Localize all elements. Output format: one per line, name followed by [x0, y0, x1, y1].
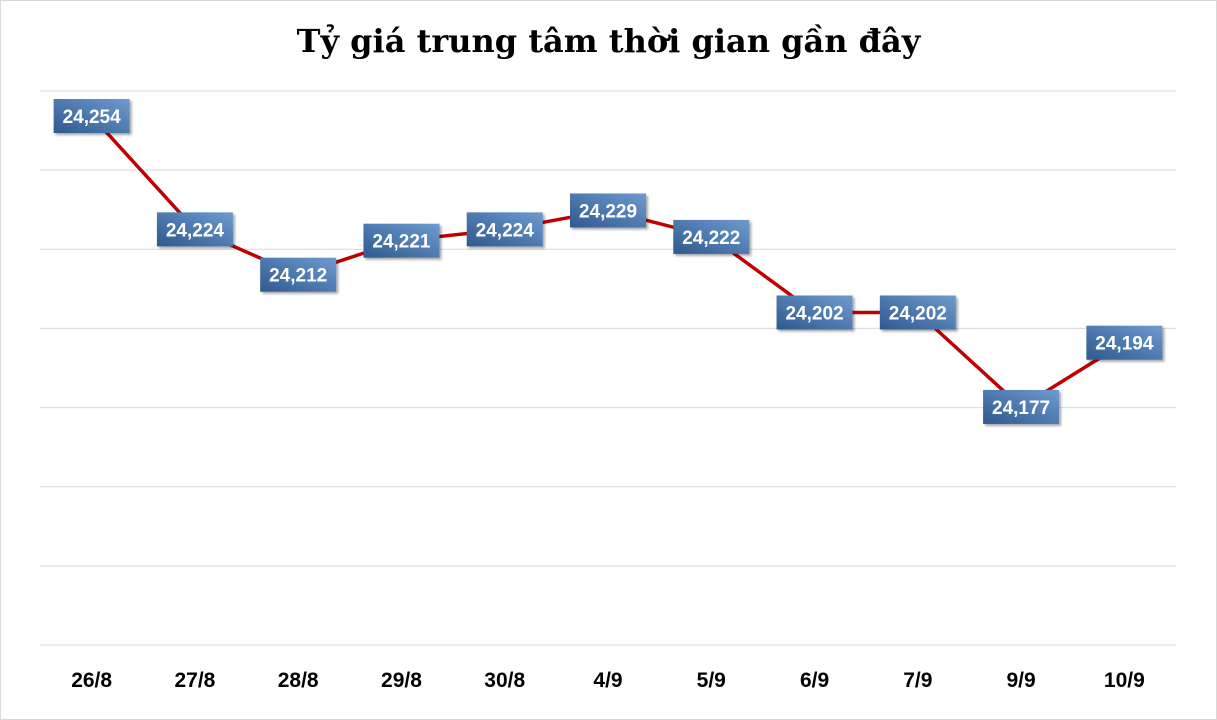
data-label-box — [260, 257, 337, 292]
data-label-text: 24,194 — [1095, 334, 1154, 355]
data-label-box — [776, 295, 853, 330]
data-label-text: 24,224 — [476, 220, 535, 241]
x-tick-label: 28/8 — [278, 669, 319, 692]
data-label: 24,177 — [983, 389, 1060, 424]
data-label-text: 24,202 — [785, 303, 843, 324]
data-label: 24,212 — [260, 257, 337, 292]
data-label-text: 24,254 — [63, 107, 122, 128]
series-line-group — [90, 114, 1126, 409]
data-label-box — [53, 99, 130, 133]
x-tick-label: 10/9 — [1104, 669, 1145, 692]
gridlines — [40, 90, 1176, 646]
x-tick-label: 29/8 — [381, 669, 422, 692]
chart-title: Tỷ giá trung tâm thời gian gần đây — [296, 22, 921, 60]
data-label-box — [363, 223, 440, 258]
x-axis-ticks: 26/8 27/8 28/8 29/8 30/8 4/9 5/9 6/9 7/9 9/9 10/9 — [71, 669, 1145, 692]
x-tick-label: 6/9 — [800, 669, 829, 692]
x-tick-label: 27/8 — [174, 669, 215, 692]
data-label: 24,194 — [1086, 325, 1163, 360]
data-label: 24,202 — [776, 295, 853, 330]
data-label: 24,224 — [156, 212, 233, 247]
data-label-text: 24,224 — [166, 220, 225, 241]
data-label-text: 24,202 — [889, 303, 947, 324]
data-label: 24,221 — [363, 223, 440, 258]
data-label-text: 24,229 — [579, 201, 637, 222]
data-label: 24,224 — [466, 212, 543, 247]
series-line — [90, 114, 1126, 409]
x-tick-label: 30/8 — [484, 669, 525, 692]
x-tick-label: 26/8 — [71, 669, 112, 692]
x-tick-label: 9/9 — [1006, 669, 1035, 692]
x-tick-label: 4/9 — [593, 669, 622, 692]
data-label-box — [570, 193, 646, 228]
data-label-text: 24,212 — [269, 266, 327, 287]
x-tick-label: 7/9 — [903, 669, 932, 692]
data-label-box — [1086, 325, 1163, 360]
data-labels: 24,254 24,224 24,212 24,221 24,224 24,229 24,2… — [53, 99, 1163, 424]
data-label: 24,229 — [570, 193, 646, 228]
data-label: 24,254 — [53, 99, 130, 133]
data-label-box — [156, 212, 233, 247]
data-label-box — [673, 219, 750, 254]
data-label-box — [466, 212, 543, 247]
x-tick-label: 5/9 — [697, 669, 726, 692]
data-label-text: 24,222 — [682, 228, 740, 249]
data-label-box — [983, 389, 1060, 424]
data-label: 24,202 — [879, 295, 956, 330]
data-label-text: 24,177 — [992, 398, 1050, 419]
data-label-text: 24,221 — [372, 232, 431, 253]
data-label: 24,222 — [673, 219, 750, 254]
data-label-box — [879, 295, 956, 330]
